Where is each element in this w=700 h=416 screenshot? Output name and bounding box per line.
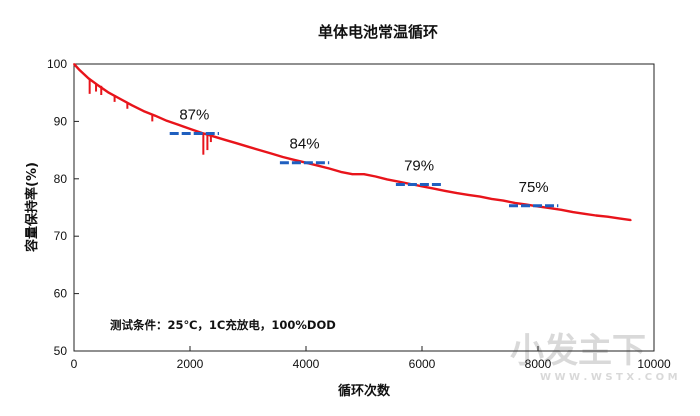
y-axis-title: 容量保持率(%) xyxy=(24,162,40,253)
y-tick-label: 90 xyxy=(54,114,68,128)
data-point xyxy=(328,167,331,170)
data-point xyxy=(73,63,75,65)
data-point xyxy=(212,135,215,138)
reference-marker-label: 75% xyxy=(519,179,549,196)
data-point xyxy=(247,145,249,148)
y-tick-label: 80 xyxy=(54,172,68,186)
data-point xyxy=(339,171,342,173)
x-tick-label: 8000 xyxy=(525,357,552,371)
watermark-url: W W W . W S T X . C O M xyxy=(540,372,678,383)
data-point xyxy=(513,202,516,204)
data-point xyxy=(235,142,238,145)
data-point xyxy=(189,127,191,130)
data-point xyxy=(397,180,400,183)
y-tick-label: 70 xyxy=(54,229,68,243)
data-point xyxy=(87,77,90,80)
data-point xyxy=(548,207,551,209)
capacity-retention-line xyxy=(73,63,631,222)
data-point xyxy=(165,119,168,122)
data-point xyxy=(270,152,273,155)
test-conditions-note: 测试条件：25℃，1C充放电，100%DOD xyxy=(110,318,336,332)
plot-area-frame xyxy=(73,63,655,352)
reference-marker-label: 84% xyxy=(290,136,320,153)
x-tick-label: 4000 xyxy=(293,357,320,371)
data-point xyxy=(560,208,563,211)
data-point xyxy=(351,173,354,176)
x-axis: 0 2000 4000 6000 8000 10000 xyxy=(71,346,671,371)
data-point xyxy=(444,189,447,192)
x-tick-label: 2000 xyxy=(177,357,204,371)
data-point xyxy=(479,195,481,198)
x-tick-label: 0 xyxy=(71,357,78,371)
data-point xyxy=(595,214,597,217)
y-tick-label: 50 xyxy=(54,344,68,358)
reference-marker-label: 79% xyxy=(404,158,434,175)
data-point xyxy=(583,212,586,215)
data-point xyxy=(629,219,632,222)
data-point xyxy=(467,193,470,196)
y-axis: 50 60 70 80 90 100 xyxy=(47,57,79,358)
data-point xyxy=(502,199,505,202)
data-point xyxy=(177,123,180,126)
chart-title: 单体电池常温循环 xyxy=(318,23,438,41)
data-point xyxy=(432,187,435,190)
data-point xyxy=(281,156,284,158)
x-tick-label: 10000 xyxy=(637,357,671,371)
data-point xyxy=(374,175,377,178)
data-point xyxy=(131,104,133,107)
data-point xyxy=(386,178,389,181)
data-point xyxy=(154,114,157,117)
data-point xyxy=(606,215,609,218)
data-point xyxy=(293,158,296,161)
y-tick-label: 60 xyxy=(54,287,68,301)
data-point xyxy=(223,138,226,141)
data-point xyxy=(316,164,319,167)
data-point xyxy=(618,217,621,220)
data-point xyxy=(258,149,261,152)
data-point xyxy=(490,197,493,200)
x-tick-label: 6000 xyxy=(409,357,436,371)
data-point xyxy=(78,69,81,72)
reference-markers: 87% 84% 79% 75% xyxy=(169,106,559,208)
data-point xyxy=(363,173,365,176)
data-point xyxy=(571,211,574,213)
data-point xyxy=(119,98,122,100)
reference-marker-label: 87% xyxy=(179,106,209,123)
series-layer xyxy=(73,63,632,222)
x-axis-title: 循环次数 xyxy=(338,383,391,399)
data-point xyxy=(455,192,458,195)
data-point xyxy=(107,91,110,94)
y-tick-label: 100 xyxy=(47,57,67,71)
data-point xyxy=(142,110,145,112)
